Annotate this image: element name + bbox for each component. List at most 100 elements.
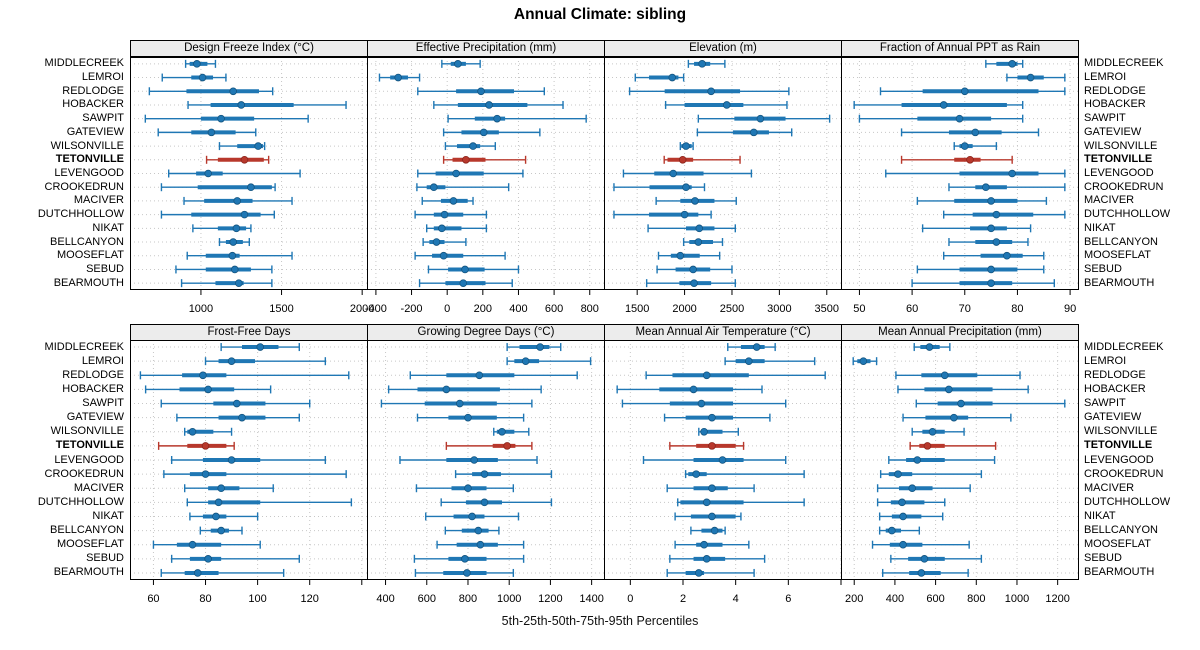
median-dot — [707, 87, 715, 96]
site-label-right: CROOKEDRUN — [1084, 467, 1164, 480]
x-tick-label: 2000 — [350, 303, 374, 315]
percentile-row-dutchhollow — [186, 498, 353, 507]
site-label-right: LEMROI — [1084, 71, 1127, 84]
median-dot — [469, 142, 477, 150]
percentile-row-dutchhollow — [613, 210, 712, 219]
percentile-row-mooseflat — [152, 540, 261, 549]
percentile-row-sawpit — [380, 399, 533, 408]
percentile-row-sebud — [890, 554, 983, 563]
percentile-row-crookedrun — [684, 470, 805, 479]
percentile-row-wilsonville — [183, 427, 233, 436]
percentile-row-wilsonville — [493, 427, 530, 436]
panel-plot-elevation: 1500 2000 2500 3000 3500 — [604, 57, 842, 315]
panel-strip-frost-free-days: Frost-Free Days — [130, 324, 368, 341]
percentile-row-gateview — [902, 413, 1012, 422]
median-dot — [199, 371, 207, 380]
percentile-row-middlecreek — [727, 343, 776, 352]
median-dot — [475, 371, 484, 380]
site-label-right: REDLODGE — [1084, 368, 1146, 381]
median-dot — [987, 265, 995, 274]
percentile-row-mooseflat — [871, 540, 970, 549]
percentile-row-redlodge — [645, 371, 826, 380]
site-label-right: BEARMOUTH — [1084, 276, 1155, 289]
median-dot — [957, 399, 965, 408]
panel-plot-design-freeze-index: 1000 1500 2000 — [130, 57, 374, 315]
median-dot — [708, 442, 716, 450]
panel-border — [841, 340, 1079, 580]
median-dot — [237, 101, 246, 109]
median-dot — [204, 385, 212, 394]
percentile-row-gateview — [416, 413, 525, 422]
percentile-row-nikat — [921, 224, 1032, 233]
median-dot — [463, 569, 471, 577]
percentile-row-wilsonville — [679, 142, 694, 151]
median-dot — [498, 427, 506, 436]
site-label-left: NIKAT — [92, 221, 124, 234]
percentile-row-tetonville — [442, 155, 527, 164]
site-label-left: LEMROI — [81, 354, 124, 367]
percentile-row-middlecreek — [985, 59, 1024, 68]
percentile-row-dutchhollow — [942, 210, 1066, 219]
x-tick-label: 200 — [845, 593, 863, 605]
site-label-left: DUTCHHOLLOW — [37, 208, 124, 221]
median-dot — [859, 357, 868, 365]
percentile-row-nikat — [674, 512, 742, 521]
median-dot — [455, 399, 464, 408]
median-dot — [982, 183, 990, 192]
percentile-row-crookedrun — [416, 183, 510, 192]
percentile-row-crookedrun — [613, 183, 706, 192]
median-dot — [479, 128, 488, 137]
median-dot — [987, 224, 995, 233]
x-tick-label: 6 — [785, 593, 791, 605]
percentile-row-sawpit — [621, 399, 787, 408]
panel-plot-mean-annual-precipitation: 200 400 600 800 1000 1200 — [841, 340, 1079, 605]
median-dot — [940, 371, 949, 380]
median-dot — [694, 238, 703, 246]
percentile-row-redlodge — [139, 371, 350, 380]
percentile-row-hobacker — [616, 385, 763, 394]
percentile-row-sawpit — [858, 114, 1024, 123]
median-dot — [917, 569, 926, 577]
panel-plot-growing-degree-days: 400 600 800 1000 1200 1400 — [367, 340, 605, 605]
median-dot — [214, 498, 223, 507]
x-tick-label: 4 — [733, 593, 739, 605]
median-dot — [240, 155, 249, 164]
median-dot — [454, 60, 462, 68]
x-axis-frost-free-days: 60 80 100 120 — [147, 580, 363, 605]
median-dot — [217, 484, 225, 493]
median-dot — [718, 456, 727, 464]
percentile-row-mooseflat — [186, 251, 293, 260]
percentile-row-gateview — [157, 128, 257, 137]
percentile-row-crookedrun — [879, 470, 983, 479]
median-dot — [230, 265, 239, 274]
percentile-row-redlodge — [417, 87, 546, 96]
site-label-right: MOOSEFLAT — [1084, 538, 1152, 551]
percentile-row-levengood — [417, 169, 524, 178]
percentile-row-sawpit — [915, 399, 1066, 408]
percentile-row-hobacker — [897, 385, 1029, 394]
percentile-row-dutchhollow — [677, 498, 805, 507]
percentile-row-maciver — [916, 196, 1048, 205]
percentile-row-gateview — [900, 128, 1040, 137]
median-dot — [462, 155, 470, 164]
median-dot — [204, 169, 212, 178]
percentile-row-levengood — [399, 456, 538, 464]
percentile-row-nikat — [425, 224, 488, 233]
percentile-row-maciver — [666, 484, 755, 493]
percentile-row-tetonville — [157, 441, 235, 450]
median-dot — [692, 470, 700, 478]
percentile-row-redlodge — [409, 371, 578, 380]
site-label-right: TETONVILLE — [1084, 439, 1153, 452]
site-label-right: LEVENGOOD — [1084, 453, 1154, 466]
site-label-left: MACIVER — [73, 481, 124, 494]
x-tick-label: -400 — [365, 303, 387, 315]
median-dot — [464, 484, 472, 493]
median-dot — [247, 183, 255, 192]
site-label-right: CROOKEDRUN — [1084, 180, 1164, 193]
percentile-row-maciver — [655, 196, 737, 205]
x-tick-label: 800 — [459, 593, 477, 605]
median-dot — [232, 224, 241, 233]
site-label-left: GATEVIEW — [66, 411, 124, 424]
median-dot — [925, 343, 934, 351]
median-dot — [689, 385, 698, 394]
